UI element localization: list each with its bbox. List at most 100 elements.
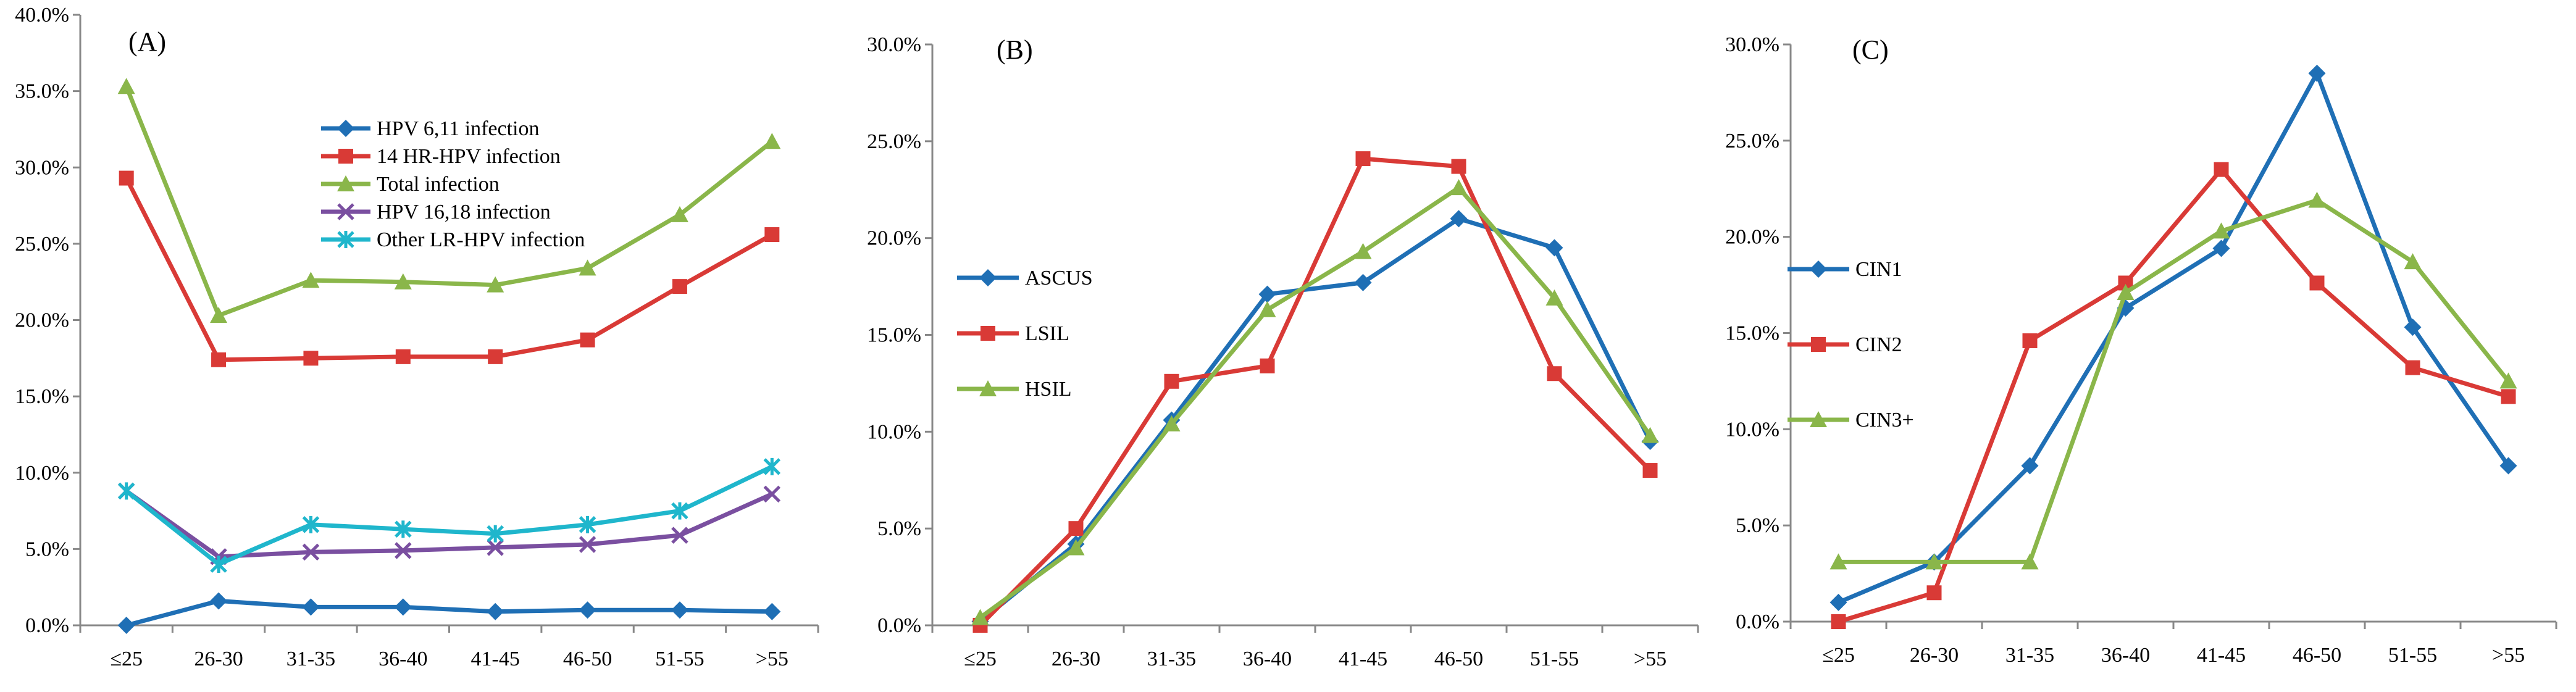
x-tick-label: 46-50 [1434,648,1483,670]
series-line [1838,198,2511,564]
data-point [210,556,227,573]
series-line [125,464,773,567]
legend-item: 14 HR-HPV infection [321,145,561,168]
data-point [210,307,228,323]
x-tick-label: >55 [1634,648,1666,670]
legend-label: 14 HR-HPV infection [377,145,561,168]
data-point [117,78,135,94]
legend-marker [979,269,997,286]
legend-label: Other LR-HPV infection [377,228,585,251]
y-tick-label: 25.0% [15,233,69,256]
y-tick-label: 15.0% [1725,322,1779,345]
x-tick-label: 51-55 [1530,648,1579,670]
y-tick-label: 5.0% [1736,514,1779,537]
data-point [210,592,228,610]
data-point [2404,319,2422,336]
data-point [764,227,780,243]
chart-panel-3: 0.0% 5.0% 10.0% 15.0% 20.0% 25.0% 30.0% ≤25 26-3… [1725,33,2557,667]
panel-label: (C) [1852,35,1889,65]
data-point [2212,222,2230,239]
y-tick-label: 30.0% [1725,33,1779,56]
y-tick-label: 15.0% [867,324,921,347]
data-point [1164,373,1179,389]
y-tick-label: 15.0% [15,385,69,408]
legend-label: LSIL [1025,322,1069,345]
data-point [2308,191,2326,208]
data-point [1925,553,1943,570]
x-tick-label: 51-55 [2388,644,2437,667]
data-point [1831,614,1846,629]
series-ascus [971,210,1659,630]
data-point [1642,463,1658,478]
y-tick-label: 25.0% [1725,130,1779,152]
x-tick-label: 31-35 [286,648,335,670]
x-tick-label: ≤25 [110,648,143,670]
data-point [487,539,504,556]
legend-label: CIN3+ [1855,409,1914,431]
data-point [302,272,320,288]
series-14-hr-hpv-infection [119,170,780,367]
series-total-infection [117,78,781,323]
data-point [394,273,412,290]
data-point [2501,389,2516,404]
series-cin2 [1831,162,2516,629]
y-tick-label: 20.0% [867,227,921,250]
legend: HPV 6,11 infection 14 HR-HPV infection Tot… [321,117,585,251]
legend-label: CIN1 [1855,258,1902,281]
legend-marker [338,149,353,164]
legend-item: HPV 6,11 infection [321,117,539,140]
data-point [671,206,688,222]
legend-label: HSIL [1025,378,1072,401]
data-point [672,279,687,294]
legend-label: HPV 16,18 infection [377,201,551,223]
legend-marker [979,380,997,396]
legend-label: Total infection [377,173,500,196]
data-point [1068,521,1084,536]
data-point [1641,427,1659,443]
x-tick-label: 31-35 [2005,644,2054,667]
series-line [125,598,772,628]
x-tick-label: 41-45 [1339,648,1387,670]
x-tick-label: 41-45 [2197,644,2246,667]
data-point [302,515,320,533]
series-lsil [972,151,1658,633]
y-tick-label: 40.0% [15,4,69,27]
data-point [2117,284,2135,301]
data-point [487,602,504,620]
data-point [579,515,596,533]
data-point [579,259,596,276]
data-point [394,598,412,616]
data-point [1545,289,1563,306]
data-point [395,520,412,538]
legend-marker [1811,337,1826,352]
data-point [763,602,781,620]
series-hpv-6-11-infection [117,592,781,634]
data-point [671,502,688,520]
panel-label: (A) [128,27,166,57]
data-point [580,332,595,348]
data-point [487,525,504,543]
data-point [579,536,596,553]
legend-marker [337,231,354,248]
x-tick-label: 31-35 [1147,648,1196,670]
series-line [124,177,774,362]
panel-label: (B) [997,35,1033,65]
legend-marker [1810,261,1827,278]
y-tick-label: 0.0% [877,614,921,637]
data-point [2212,240,2230,257]
data-point [1830,593,1847,611]
data-point [1450,179,1468,196]
data-point [2499,372,2517,389]
data-point [117,482,135,500]
data-point [2214,162,2229,177]
y-tick-label: 35.0% [15,80,69,103]
legend-item: HSIL [957,378,1072,401]
legend-item: CIN2 [1788,333,1902,356]
data-point [2021,553,2039,570]
legend-item: LSIL [957,322,1069,345]
data-point [1163,415,1181,431]
data-point [579,601,596,619]
data-point [1451,159,1466,174]
y-tick-label: 30.0% [15,156,69,179]
